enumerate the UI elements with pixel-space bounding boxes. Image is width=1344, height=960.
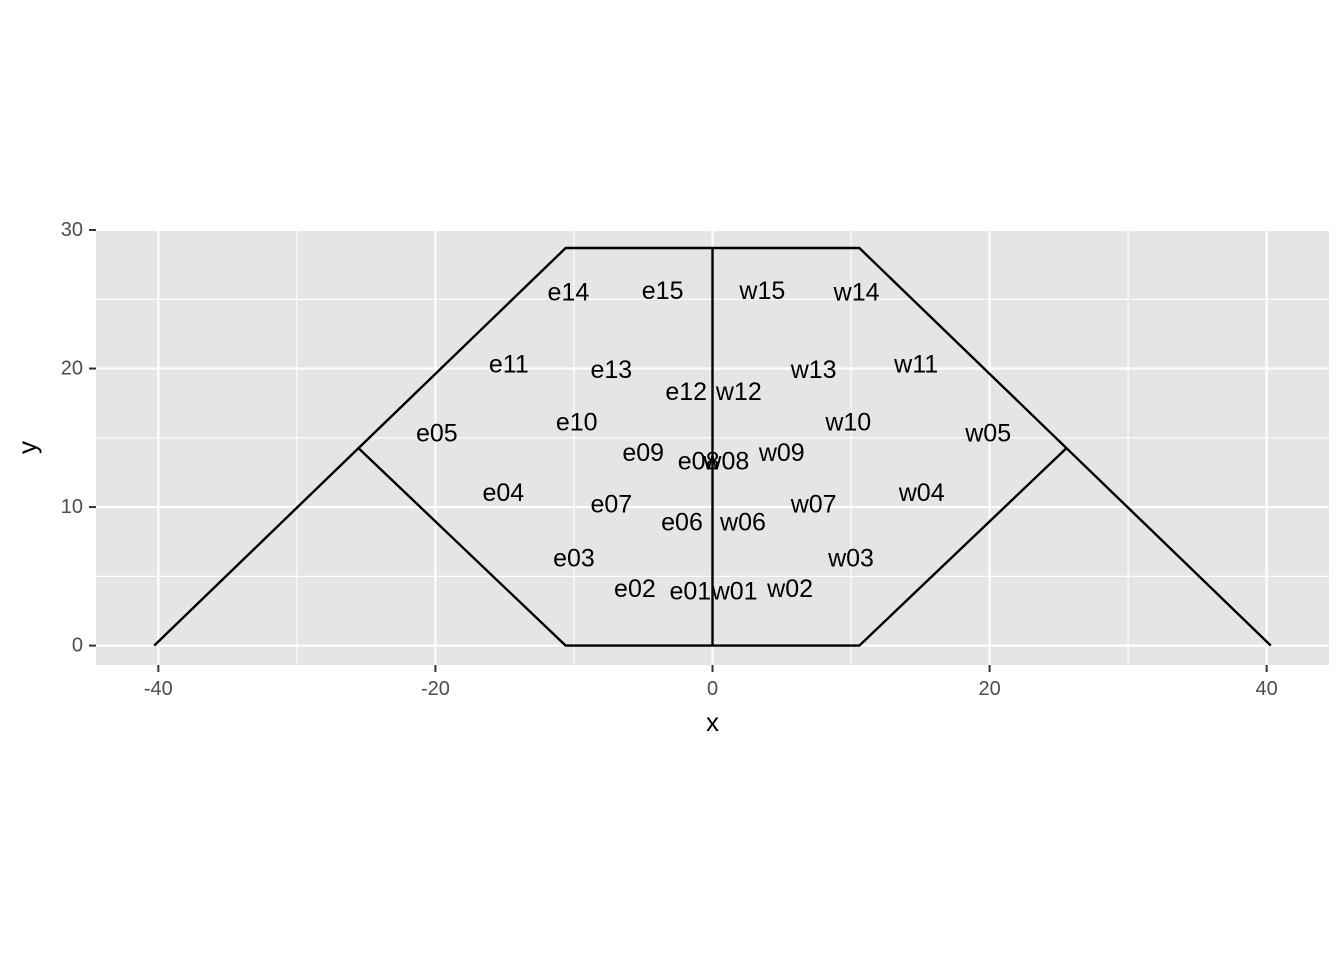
inner-left-line — [357, 446, 713, 647]
point-label-w13: w13 — [790, 356, 837, 384]
point-label-e13: e13 — [591, 356, 633, 384]
point-label-w02: w02 — [766, 575, 813, 603]
y-axis-title: y — [12, 441, 42, 454]
point-label-w01: w01 — [711, 578, 758, 606]
point-label-e08: e08 — [678, 447, 720, 475]
y-tick-label: 0 — [72, 635, 83, 657]
point-label-e11: e11 — [489, 350, 529, 378]
inner-right-line — [712, 446, 1068, 647]
point-label-w14: w14 — [833, 278, 880, 306]
point-labels: e01 e02 e03 e04 e05 e06 e07 e08 e09 e10 e11 e12 e13 e… — [416, 277, 1011, 606]
point-label-w12: w12 — [715, 378, 762, 406]
point-label-w10: w10 — [824, 409, 871, 437]
x-tick-label: 20 — [978, 678, 1000, 700]
outline-paths — [153, 246, 1272, 647]
point-label-e15: e15 — [642, 277, 684, 305]
point-label-e07: e07 — [591, 490, 633, 518]
y-tick-label: 10 — [61, 496, 83, 518]
point-label-w15: w15 — [738, 277, 785, 305]
point-label-w03: w03 — [827, 544, 874, 572]
point-label-e03: e03 — [553, 544, 595, 572]
point-label-w08: w08 — [702, 447, 749, 475]
point-label-e10: e10 — [556, 409, 598, 437]
x-tick-label: 0 — [707, 678, 718, 700]
point-label-w07: w07 — [790, 490, 837, 518]
point-label-w05: w05 — [964, 420, 1011, 448]
x-tick-label: -40 — [144, 678, 173, 700]
point-label-w04: w04 — [898, 479, 945, 507]
point-label-e14: e14 — [548, 278, 590, 306]
point-label-w06: w06 — [719, 508, 766, 536]
point-label-e09: e09 — [622, 439, 664, 467]
point-label-e02: e02 — [614, 575, 656, 603]
x-tick-label: -20 — [421, 678, 450, 700]
point-label-e06: e06 — [661, 508, 703, 536]
point-label-e01: e01 — [669, 578, 711, 606]
x-tick-label: 40 — [1256, 678, 1278, 700]
y-tick-label: 20 — [61, 358, 83, 380]
point-label-e04: e04 — [482, 479, 524, 507]
point-label-e05: e05 — [416, 420, 458, 448]
point-label-e12: e12 — [665, 378, 707, 406]
x-axis-title: x — [706, 707, 719, 737]
axes: -40 -20 0 20 40 0 10 20 30 — [61, 219, 1278, 700]
y-tick-label: 30 — [61, 219, 83, 241]
point-label-w11: w11 — [893, 350, 938, 378]
point-label-w09: w09 — [758, 439, 805, 467]
